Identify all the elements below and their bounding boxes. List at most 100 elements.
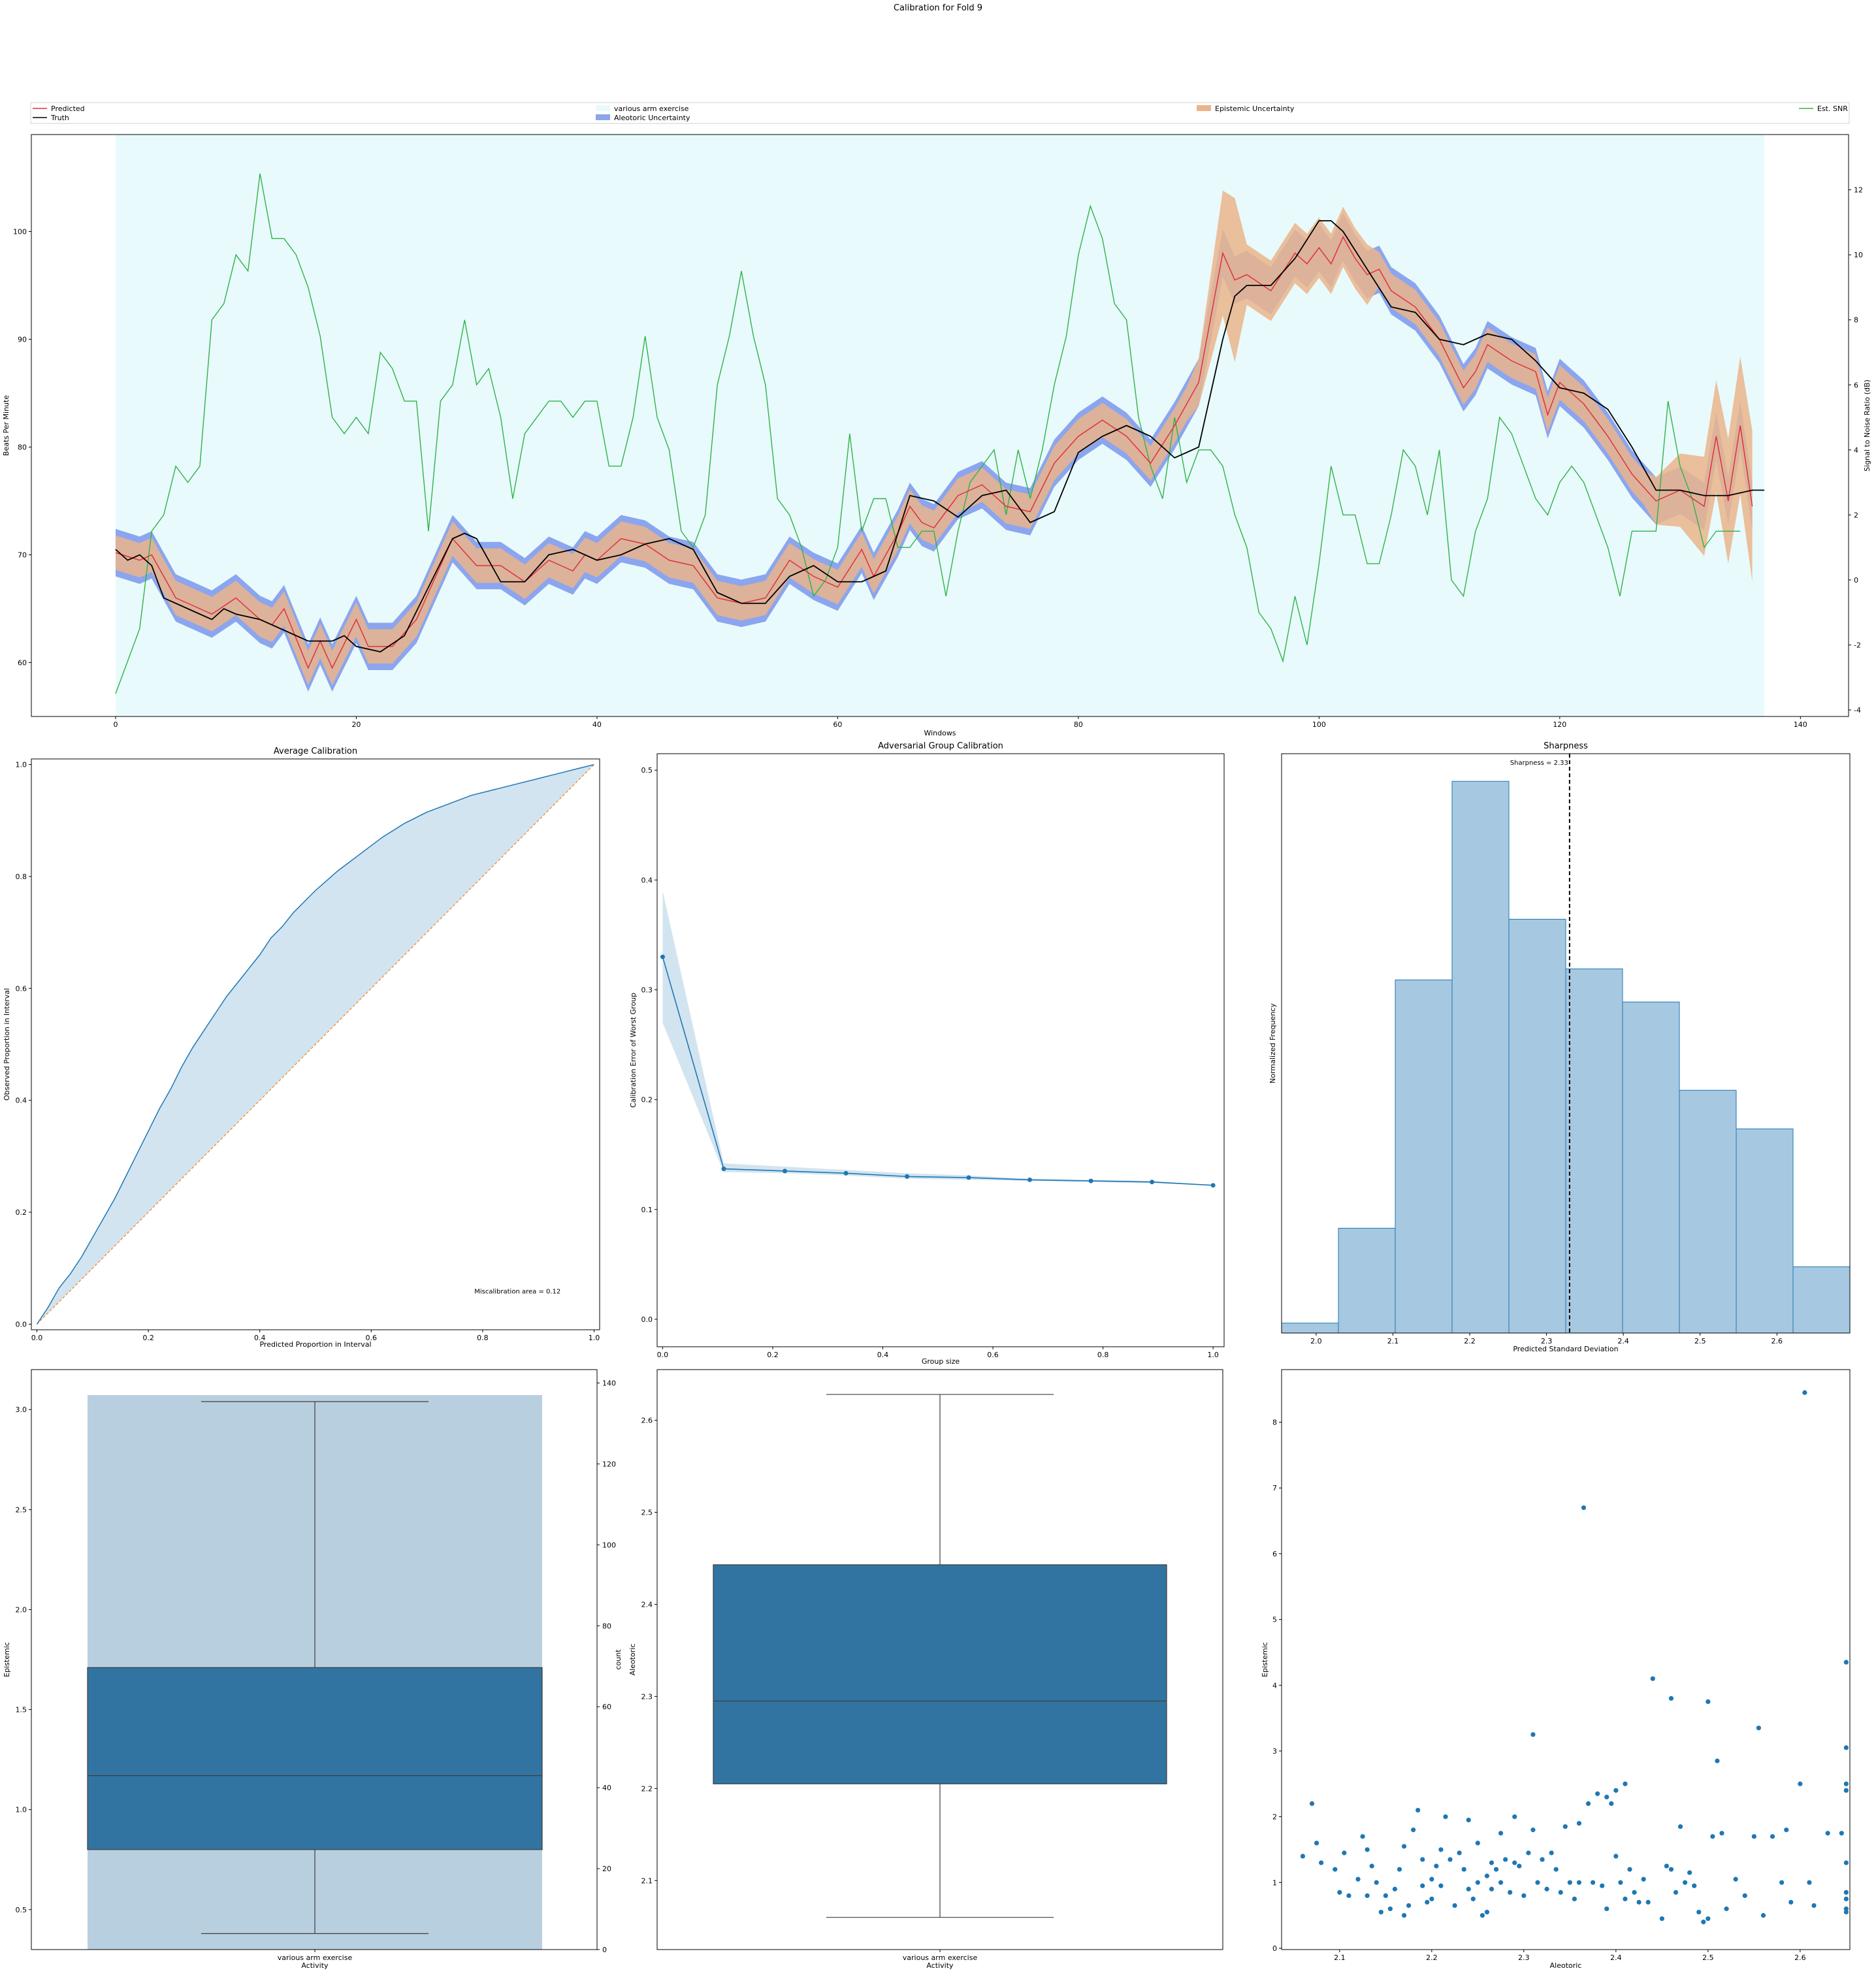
panel-title: Adversarial Group Calibration xyxy=(878,741,1003,751)
scatter-point xyxy=(1530,1827,1536,1833)
scatter-point xyxy=(1498,1880,1504,1885)
x-axis-label: Aleotoric xyxy=(1550,1961,1582,1970)
scatter-point xyxy=(1365,1847,1370,1852)
scatter-point xyxy=(1677,1824,1683,1829)
scatter-point xyxy=(1613,1788,1619,1793)
histogram-bar xyxy=(1338,1227,1396,1334)
scatter-point xyxy=(1839,1831,1844,1836)
scatter-point xyxy=(1576,1880,1582,1885)
scatter-point xyxy=(1392,1886,1398,1891)
y-right-tick-label: 80 xyxy=(602,1622,611,1630)
scatter-point xyxy=(1715,1758,1720,1763)
y-tick-label: 0.8 xyxy=(16,873,27,881)
scatter-point xyxy=(1632,1889,1637,1895)
x-tick-label: 2.3 xyxy=(1541,1337,1553,1345)
scatter-point xyxy=(1535,1880,1540,1885)
data-point xyxy=(966,1175,971,1180)
scatter-point xyxy=(1683,1880,1688,1885)
scatter-point xyxy=(1484,1910,1490,1915)
scatter-point xyxy=(1696,1910,1702,1915)
scatter-point xyxy=(1512,1814,1517,1820)
y-tick-label: 1.5 xyxy=(16,1706,27,1714)
scatter-point xyxy=(1843,1660,1849,1665)
scatter-point xyxy=(1843,1745,1849,1750)
x-tick-label: 0.2 xyxy=(767,1351,779,1359)
axes-frame xyxy=(1281,753,1851,1334)
axes-frame xyxy=(31,134,1849,717)
x-tick-label: 1.0 xyxy=(589,1334,600,1342)
y-axis-label: Beats Per Minute xyxy=(2,395,10,456)
scatter-point xyxy=(1706,1699,1711,1705)
scatter-point xyxy=(1710,1834,1715,1839)
y-axis-label: Epistemic xyxy=(3,1642,11,1677)
x-tick-label: 0.8 xyxy=(1097,1351,1109,1359)
y-tick-label: 2.6 xyxy=(641,1417,653,1425)
data-point xyxy=(905,1174,910,1179)
iqr-box xyxy=(713,1564,1167,1784)
scatter-point xyxy=(1843,1860,1849,1865)
y-right-tick-label: 40 xyxy=(602,1784,611,1792)
scatter-point xyxy=(1760,1913,1766,1918)
y-tick-label: 0.2 xyxy=(641,1096,653,1104)
epistemic-box-panel: 0.5 1.0 1.5 2.0 2.5 3.0 0 20 40 60 80 100 120 140 vari… xyxy=(3,1369,623,1970)
y-tick-label: 2.3 xyxy=(641,1692,653,1701)
scatter-point xyxy=(1843,1788,1849,1793)
y-tick-label: 1 xyxy=(1272,1878,1277,1887)
data-point xyxy=(1210,1183,1216,1188)
scatter-point xyxy=(1333,1867,1338,1872)
truth-line xyxy=(115,220,1765,652)
scatter-point xyxy=(1378,1910,1383,1915)
scatter-point xyxy=(1798,1781,1803,1786)
scatter-point xyxy=(1365,1893,1370,1899)
y-tick-label: 0.5 xyxy=(16,1906,27,1914)
ideal-diagonal xyxy=(37,764,594,1325)
y-right-tick-label: 2 xyxy=(1854,511,1858,519)
scatter-point xyxy=(1613,1854,1619,1859)
scatter-point xyxy=(1387,1906,1393,1912)
y-right-tick-label: -2 xyxy=(1854,641,1861,649)
scatter-point xyxy=(1641,1876,1646,1882)
y-tick-label: 5 xyxy=(1272,1616,1277,1624)
legend-label-predicted: Predicted xyxy=(51,104,85,113)
y-tick-label: 4 xyxy=(1272,1681,1277,1690)
legend-entry-snr: Est. SNR xyxy=(1799,104,1848,113)
legend-label-snr: Est. SNR xyxy=(1817,104,1848,113)
x-axis-label: Predicted Standard Deviation xyxy=(1513,1345,1618,1353)
sharpness-annotation: Sharpness = 2.33 xyxy=(1510,760,1568,767)
scatter-point xyxy=(1411,1827,1416,1833)
aleatoric-box-panel: 2.1 2.2 2.3 2.4 2.5 2.6 various arm exerciseAc… xyxy=(628,1369,1223,1970)
scatter-point xyxy=(1447,1857,1453,1862)
legend: Predicted Truth various arm exercise Ale… xyxy=(30,102,1850,124)
scatter-point xyxy=(1706,1916,1711,1921)
y-tick-label: 2.0 xyxy=(16,1605,27,1614)
y-tick-label: 0.1 xyxy=(641,1206,653,1214)
x-tick-label: 2.0 xyxy=(1310,1337,1322,1345)
x-axis-label: Group size xyxy=(922,1357,960,1366)
y-right-axis-label: count xyxy=(614,1649,623,1670)
y-right-tick-label: 12 xyxy=(1854,186,1863,195)
scatter-point xyxy=(1342,1850,1347,1856)
scatter-point xyxy=(1751,1834,1756,1839)
legend-entry-epistemic: Epistemic Uncertainty xyxy=(1197,104,1295,113)
scatter-point xyxy=(1489,1886,1495,1891)
histogram-bar xyxy=(1508,918,1566,1334)
scatter-point xyxy=(1493,1867,1499,1872)
axes-frame xyxy=(31,758,600,1330)
scatter-point xyxy=(1401,1913,1407,1918)
y-tick-label: 2.4 xyxy=(641,1600,653,1609)
scatter-point xyxy=(1692,1883,1697,1888)
x-tick-label: 40 xyxy=(592,720,602,729)
x-tick-label: 2.5 xyxy=(1694,1337,1706,1345)
scatter-point xyxy=(1572,1896,1577,1902)
scatter-point xyxy=(1466,1818,1471,1823)
data-point xyxy=(1150,1180,1155,1185)
scatter-point xyxy=(1595,1791,1600,1796)
panel-title: Sharpness xyxy=(1544,741,1588,751)
scatter-point xyxy=(1604,1794,1609,1800)
scatter-point xyxy=(1309,1801,1315,1807)
confidence-band xyxy=(662,891,1214,1185)
x-tick-label: various arm exercise xyxy=(903,1953,978,1962)
scatter-point xyxy=(1383,1893,1388,1899)
y-axis-label: Normalized Frequency xyxy=(1269,1003,1277,1084)
histogram-bar xyxy=(1395,979,1453,1334)
